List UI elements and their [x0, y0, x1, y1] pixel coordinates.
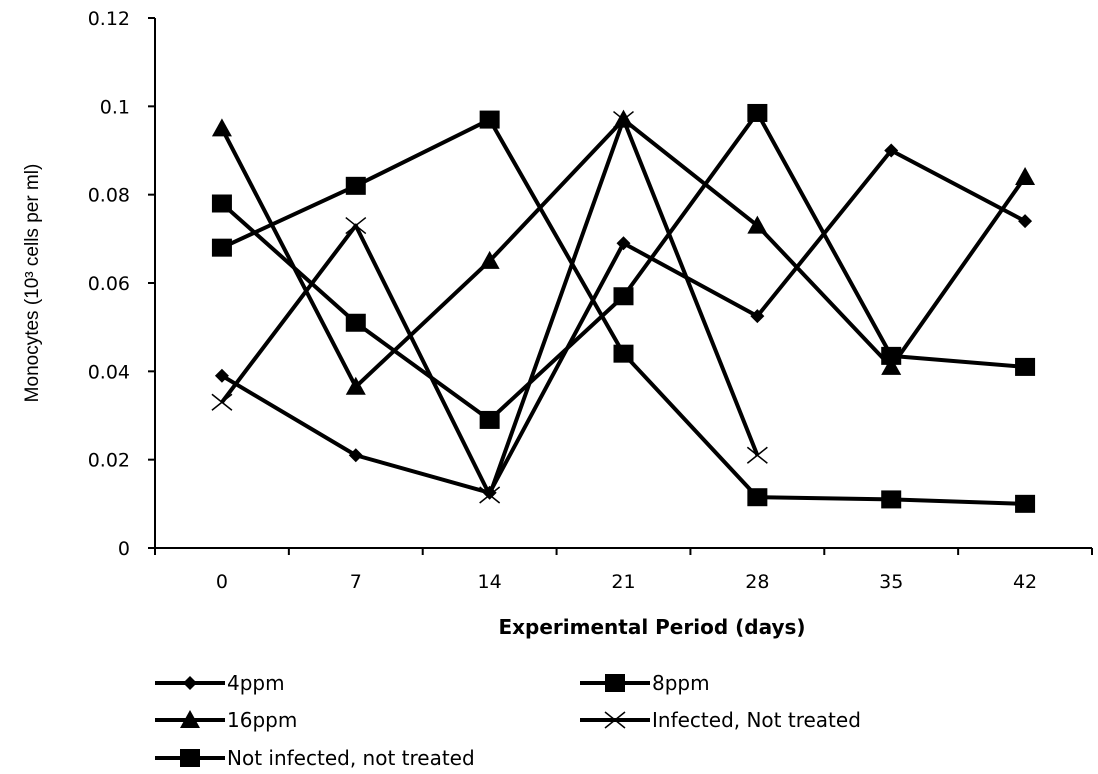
- data-point: [746, 446, 768, 464]
- legend-label: 8ppm: [652, 671, 710, 695]
- series-group: [211, 103, 1036, 513]
- series-1: [214, 143, 1033, 500]
- series-2: [211, 103, 1036, 429]
- x-tick-label: 21: [611, 571, 635, 593]
- data-point: [214, 368, 229, 383]
- data-point: [881, 490, 902, 509]
- data-point: [211, 118, 232, 137]
- data-point: [479, 250, 500, 269]
- data-point: [881, 356, 902, 375]
- y-tick-label: 0: [118, 538, 130, 560]
- y-tick-label: 0.02: [88, 450, 130, 472]
- legend-marker: [183, 676, 197, 690]
- data-point: [1018, 214, 1033, 229]
- x-tick-label: 35: [879, 571, 903, 593]
- series-5: [211, 110, 1036, 513]
- legend-item: 4ppm: [155, 671, 285, 695]
- y-tick-label: 0.1: [100, 96, 130, 118]
- legend-marker: [180, 749, 200, 767]
- data-point: [747, 488, 768, 507]
- data-point: [1015, 494, 1036, 513]
- x-ticks: 0 7 14 21 28 35 42: [154, 548, 1093, 593]
- data-point: [613, 287, 634, 306]
- data-point: [479, 110, 500, 129]
- data-point: [613, 110, 634, 129]
- x-tick-label: 42: [1013, 571, 1037, 593]
- legend: 4ppm 8ppm 16ppm Infected, Not treated Not in…: [155, 671, 861, 770]
- data-point: [479, 410, 500, 429]
- data-point: [211, 238, 232, 257]
- series-4: [211, 110, 768, 504]
- legend-label: 4ppm: [227, 671, 285, 695]
- x-axis-label: Experimental Period (days): [498, 615, 805, 639]
- y-ticks: 0 0.02 0.04 0.06 0.08 0.1 0.12: [88, 8, 155, 560]
- y-axis-label: Monocytes (10³ cells per ml): [22, 164, 43, 403]
- y-tick-label: 0.04: [88, 361, 130, 383]
- data-point: [345, 376, 366, 395]
- data-point: [1015, 167, 1036, 185]
- x-tick-label: 28: [745, 571, 769, 593]
- x-tick-label: 0: [216, 571, 228, 593]
- x-tick-label: 7: [350, 571, 362, 593]
- legend-item: 16ppm: [155, 708, 297, 732]
- data-point: [345, 313, 366, 332]
- legend-item: Infected, Not treated: [580, 708, 861, 732]
- legend-marker: [604, 711, 626, 729]
- data-point: [345, 216, 367, 235]
- data-point: [211, 393, 233, 411]
- data-point: [211, 194, 232, 213]
- data-point: [747, 103, 768, 122]
- x-tick-label: 14: [478, 571, 502, 593]
- y-tick-label: 0.12: [88, 8, 130, 30]
- data-point: [616, 236, 631, 251]
- legend-item: 8ppm: [580, 671, 710, 695]
- legend-label: 16ppm: [227, 708, 297, 732]
- legend-label: Not infected, not treated: [227, 746, 475, 770]
- data-point: [884, 143, 899, 158]
- legend-marker: [605, 674, 625, 692]
- legend-label: Infected, Not treated: [652, 708, 861, 732]
- data-point: [1015, 357, 1036, 376]
- legend-marker: [180, 710, 200, 728]
- legend-item: Not infected, not treated: [155, 746, 475, 770]
- y-tick-label: 0.08: [88, 185, 130, 207]
- data-point: [750, 309, 765, 324]
- series-line: [220, 117, 760, 497]
- series-line: [220, 148, 1027, 495]
- data-point: [348, 448, 363, 463]
- data-point: [479, 486, 501, 504]
- data-point: [613, 344, 634, 363]
- data-point: [345, 176, 366, 195]
- y-tick-label: 0.06: [88, 273, 130, 295]
- data-point: [747, 215, 768, 234]
